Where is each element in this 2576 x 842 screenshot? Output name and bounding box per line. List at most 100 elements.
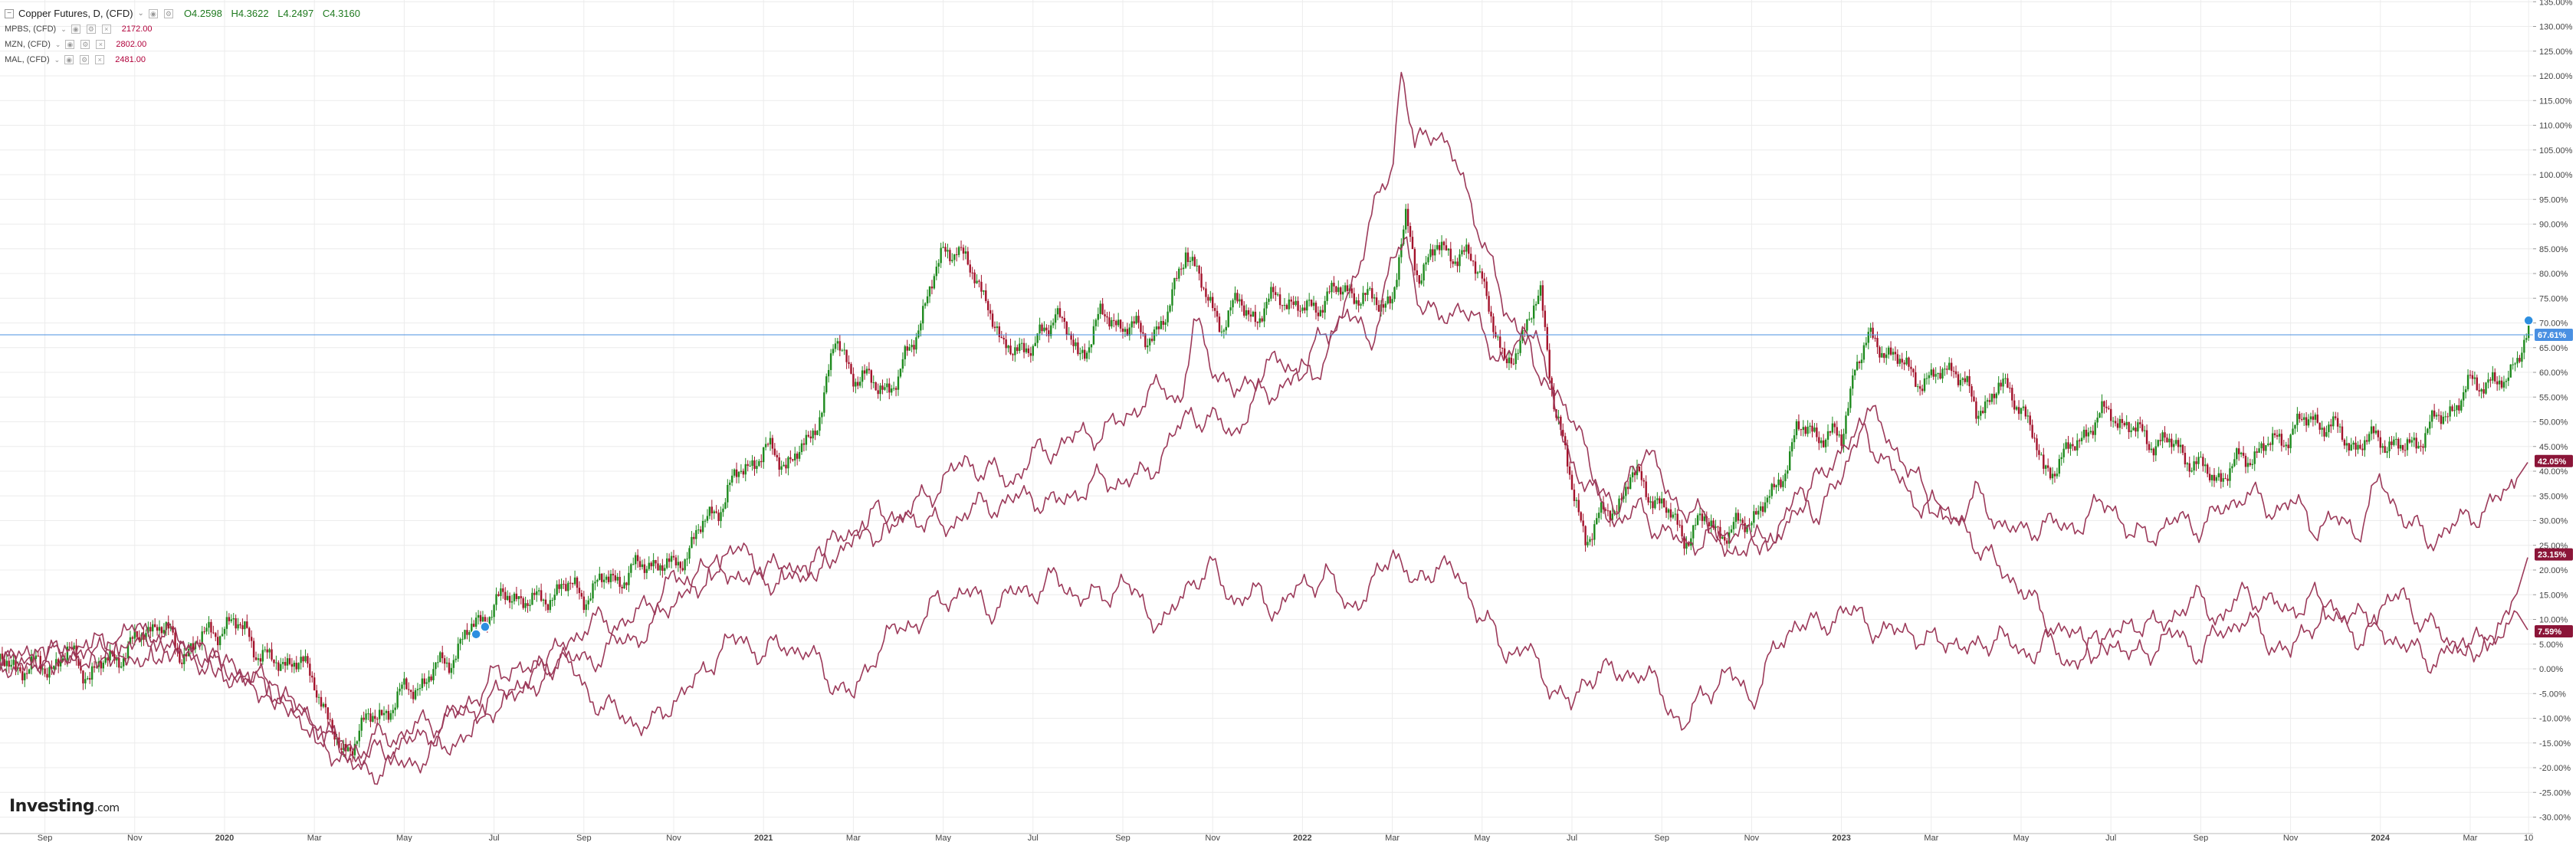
candle-body	[300, 657, 302, 663]
candle-body	[1275, 292, 1277, 296]
candle-body	[418, 688, 422, 690]
candle-body	[1793, 435, 1796, 443]
chevron-down-icon[interactable]: ⌄	[137, 9, 144, 18]
chevron-down-icon[interactable]: ⌄	[54, 41, 61, 48]
candle-body	[2496, 381, 2499, 385]
candle-body	[632, 564, 635, 565]
candle-body	[2397, 438, 2400, 449]
compare-value: 2172.00	[121, 25, 153, 34]
candle-body	[857, 382, 859, 386]
close-icon[interactable]: ×	[101, 25, 111, 34]
candle-body	[848, 362, 850, 365]
candle-body	[1741, 519, 1744, 523]
candle-body	[421, 678, 424, 689]
close-icon[interactable]: ×	[95, 55, 105, 64]
compare-value-tag-bg	[2535, 625, 2573, 638]
candle-body	[1993, 394, 1996, 398]
candle-body	[2309, 416, 2312, 420]
candle-body	[1876, 338, 1879, 348]
candle-body	[1164, 322, 1167, 325]
candle-body	[850, 364, 852, 374]
candle-body	[2161, 432, 2164, 441]
y-tick-label: 5.00%	[2539, 641, 2563, 650]
x-tick-label: Jul	[1567, 834, 1577, 842]
candle-body	[304, 656, 307, 662]
candle-body	[1600, 502, 1603, 513]
compare-name[interactable]: MPBS, (CFD)	[5, 25, 57, 34]
candle-body	[699, 529, 702, 532]
eye-icon[interactable]: ◉	[65, 40, 75, 49]
candle-body	[116, 657, 118, 661]
candle-body	[868, 369, 871, 371]
candle-body	[1768, 496, 1771, 498]
candle-body	[787, 457, 789, 469]
candle-body	[1618, 498, 1620, 513]
candle-body	[493, 604, 495, 618]
candle-body	[1746, 525, 1748, 532]
candle-body	[679, 562, 681, 568]
candle-body	[2020, 408, 2023, 414]
candle-body	[428, 677, 430, 683]
candle-body	[870, 370, 873, 383]
y-tick-label: 120.00%	[2539, 72, 2573, 81]
candle-body	[2043, 454, 2045, 469]
candle-body	[1476, 272, 1479, 274]
candle-body	[281, 662, 284, 664]
candle-body	[601, 573, 603, 582]
candle-body	[1121, 328, 1124, 332]
candle-body	[1488, 296, 1490, 312]
candle-body	[2197, 457, 2200, 464]
candle-body	[872, 382, 875, 384]
candle-body	[2444, 416, 2446, 418]
candle-body	[1438, 244, 1441, 251]
candle-body	[401, 684, 403, 689]
settings-icon[interactable]: ⚙	[86, 25, 96, 34]
eye-icon[interactable]: ◉	[148, 9, 158, 18]
settings-icon[interactable]: ⚙	[80, 55, 90, 64]
y-tick-label: 130.00%	[2539, 23, 2573, 32]
candle-body	[474, 618, 477, 627]
candle-body	[834, 343, 837, 349]
candle-body	[1629, 477, 1632, 490]
x-tick-label: Nov	[1205, 834, 1220, 842]
candle-body	[2502, 382, 2505, 388]
candle-body	[901, 359, 904, 369]
compare-name[interactable]: MZN, (CFD)	[5, 40, 51, 49]
candle-body	[1879, 347, 1881, 358]
settings-icon[interactable]: ⚙	[80, 40, 90, 49]
candle-body	[44, 668, 46, 674]
chevron-down-icon[interactable]: ⌄	[61, 25, 67, 33]
eye-icon[interactable]: ◉	[64, 55, 74, 64]
candle-body	[798, 452, 801, 459]
candle-body	[1032, 346, 1034, 356]
candle-body	[809, 436, 812, 439]
candle-body	[1751, 523, 1753, 526]
candle-body	[2164, 432, 2166, 438]
collapse-icon[interactable]: −	[5, 9, 14, 18]
candle-body	[367, 713, 369, 715]
candle-body	[1254, 311, 1257, 323]
candle-body	[1420, 280, 1423, 284]
close-icon[interactable]: ×	[96, 40, 106, 49]
candle-body	[1113, 319, 1115, 321]
candle-body	[1795, 421, 1798, 436]
candle-body	[1117, 319, 1120, 326]
candle-body	[2476, 377, 2478, 391]
candle-body	[1649, 501, 1652, 503]
candle-body	[1925, 378, 1928, 379]
candle-body	[1692, 525, 1695, 539]
candle-body	[1544, 310, 1547, 327]
candle-body	[1306, 300, 1308, 311]
candle-body	[506, 595, 509, 601]
chevron-down-icon[interactable]: ⌄	[54, 56, 61, 64]
candle-body	[223, 628, 226, 634]
candle-body	[1557, 416, 1560, 418]
candle-body	[1072, 339, 1075, 346]
eye-icon[interactable]: ◉	[71, 25, 80, 34]
compare-name[interactable]: MAL, (CFD)	[5, 55, 50, 64]
settings-icon[interactable]: ⚙	[163, 9, 173, 18]
candle-body	[638, 561, 642, 568]
candle-body	[1833, 423, 1836, 428]
candle-body	[730, 475, 733, 483]
main-series-name[interactable]: Copper Futures, D, (CFD)	[18, 8, 133, 19]
